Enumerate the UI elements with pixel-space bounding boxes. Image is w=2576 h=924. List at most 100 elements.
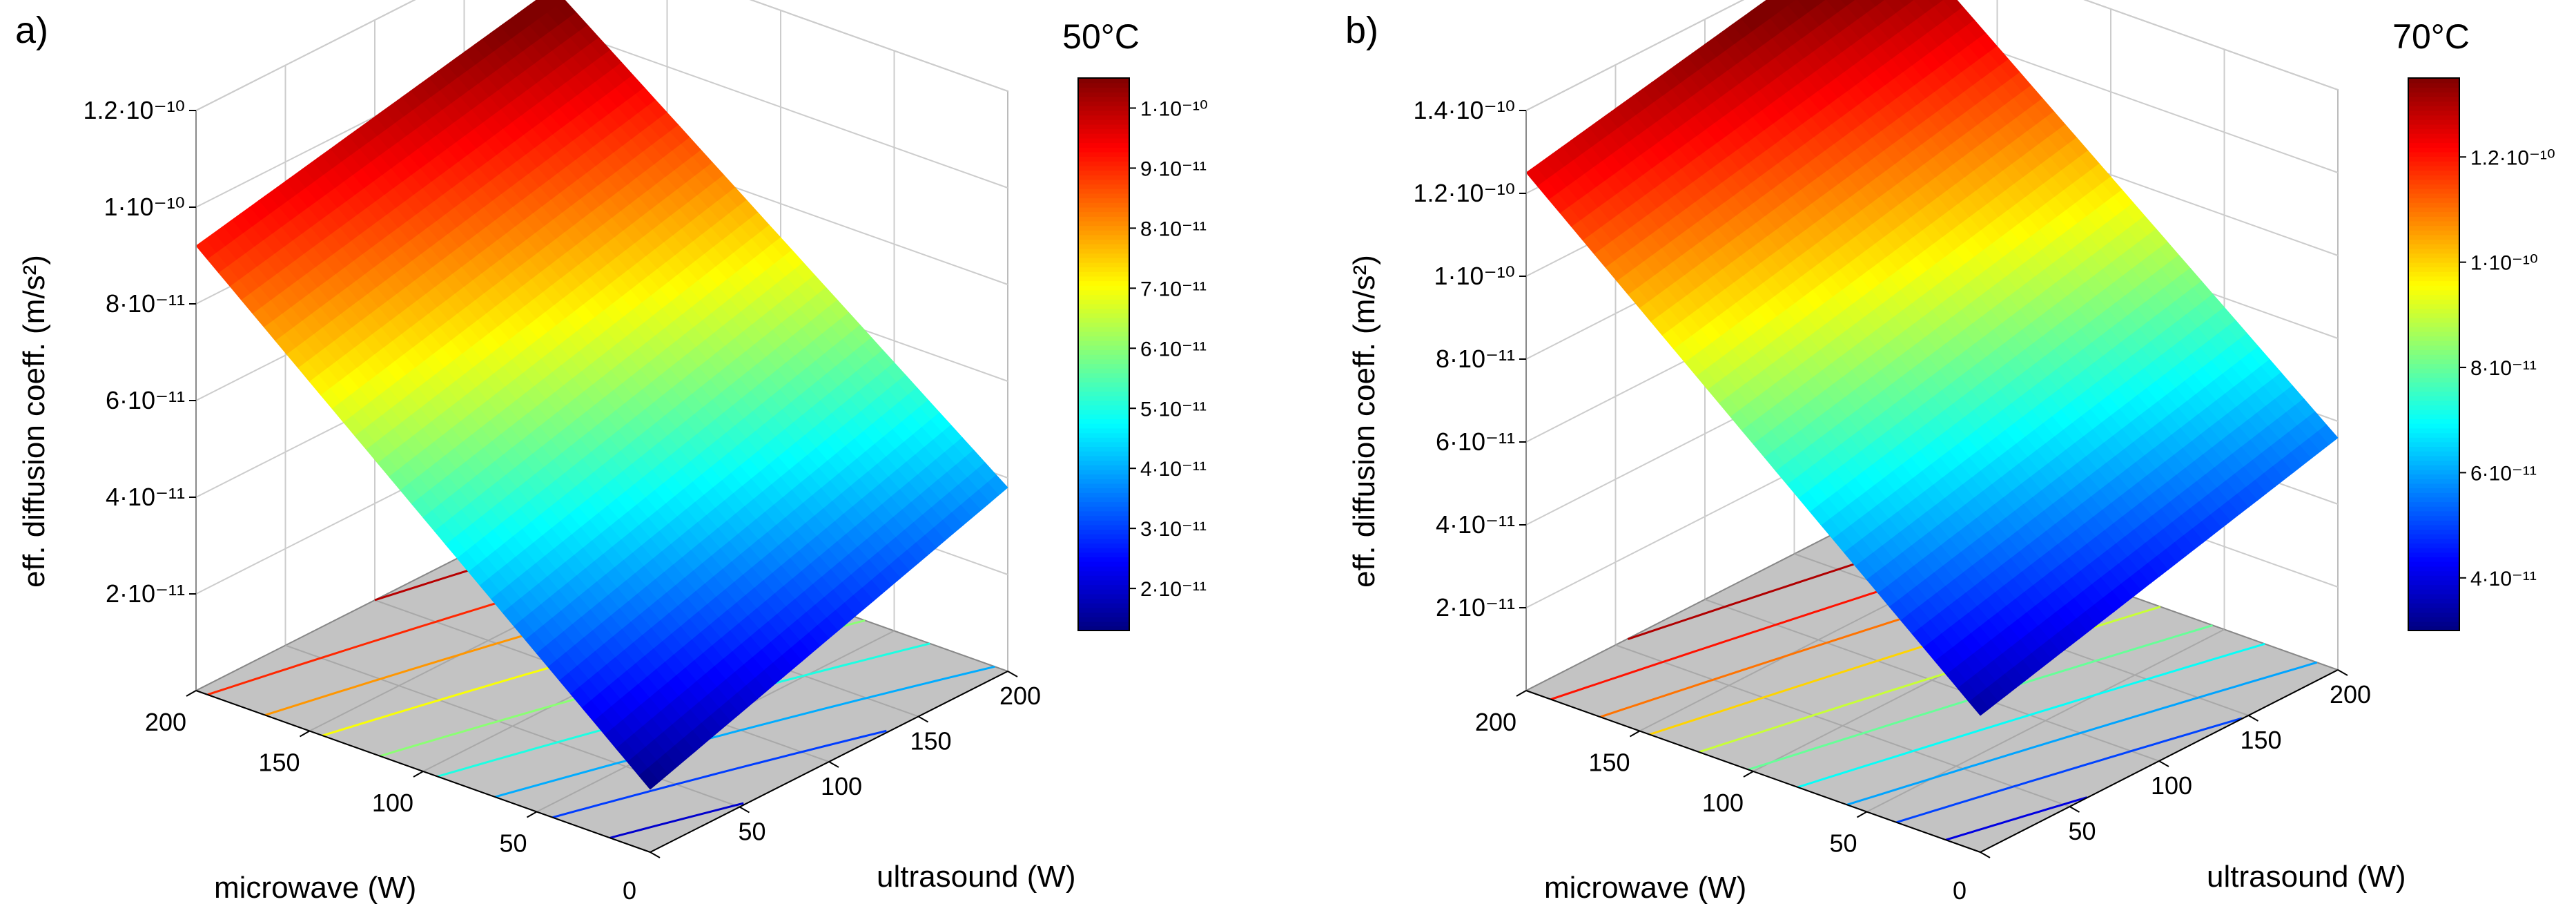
colorbar-segment [1078,147,1129,153]
colorbar-segment [1078,593,1129,599]
colorbar-segment [1078,598,1129,604]
panel-label: b) [1345,10,1378,51]
colorbar-segment [2408,345,2459,351]
colorbar-segment [2408,391,2459,396]
colorbar-tick-label: 9·10⁻¹¹ [1140,157,1207,180]
colorbar-segment [2408,299,2459,305]
colorbar-segment [2408,589,2459,595]
colorbar-segment [2408,317,2459,323]
colorbar-segment [1078,253,1129,258]
surface [195,0,1008,790]
colorbar-segment [1078,501,1129,507]
colorbar-segment [2408,230,2459,235]
z-axis-title: eff. diffusion coeff. (m/s²) [17,255,51,588]
ultrasound-axis-title: ultrasound (W) [877,860,1076,894]
colorbar-segment [1078,465,1129,470]
colorbar-segment [2408,437,2459,443]
colorbar-segment [1078,479,1129,484]
colorbar-segment [1078,220,1129,227]
colorbar-segment [2408,538,2459,544]
z-tick-label: 8·10⁻¹¹ [106,289,185,318]
colorbar-segment [2408,575,2459,581]
colorbar-tick-label: 6·10⁻¹¹ [2470,462,2537,485]
colorbar-segment [2408,340,2459,346]
colorbar-tick-label: 5·10⁻¹¹ [1140,398,1207,421]
ultrasound-tick-label: 50 [738,818,765,846]
microwave-tick-label: 100 [1702,789,1744,817]
colorbar-tick-label: 4·10⁻¹¹ [1140,458,1207,481]
colorbar-segment [1078,579,1129,586]
microwave-tick-mark [1630,730,1640,738]
colorbar-segment [1078,115,1129,120]
colorbar-segment [2408,216,2459,222]
colorbar-segment [1078,299,1129,305]
colorbar-segment [2408,483,2459,489]
colorbar-segment [1078,216,1129,222]
colorbar-segment [1078,193,1129,199]
colorbar-segment [2408,92,2459,97]
ultrasound-tick-label: 200 [2330,680,2371,709]
colorbar-segment [1078,78,1129,84]
colorbar-segment [1078,331,1129,337]
surface-patch [1968,694,1990,716]
ultrasound-tick-label: 0 [1953,876,1967,905]
colorbar-segment [2408,289,2459,296]
colorbar-segment [2408,561,2459,567]
colorbar-segment [1078,575,1129,581]
surface-patch [638,767,660,790]
colorbar-segment [1078,179,1129,185]
ultrasound-tick-mark [828,761,839,768]
z-tick-label: 2·10⁻¹¹ [106,579,185,608]
ultrasound-axis-title: ultrasound (W) [2207,860,2406,894]
colorbar-segment [1078,557,1129,562]
colorbar-segment [2408,179,2459,185]
microwave-tick-label: 50 [499,829,527,858]
colorbar-segment [2408,198,2459,203]
colorbar-segment [1078,506,1129,512]
colorbar-segment [2408,529,2459,535]
colorbar-segment [2408,455,2459,461]
microwave-tick-label: 200 [1475,708,1516,736]
microwave-tick-mark [1743,771,1754,778]
colorbar-segment [1078,529,1129,535]
surface [1525,0,2339,716]
colorbar-segment [2408,617,2459,622]
colorbar-segment [2408,396,2459,401]
colorbar-segment [2408,410,2459,415]
colorbar-segment [2408,584,2459,590]
colorbar-segment [2408,253,2459,258]
colorbar-segment [2408,115,2459,120]
chart-panel-a: 2·10⁻¹¹ 4·10⁻¹¹ 6·10⁻¹¹ 8·10⁻¹¹ 1·10⁻¹⁰ 1.2·1… [15,0,1208,905]
colorbar-segment [2408,285,2459,291]
colorbar-segment [2408,363,2459,369]
colorbar-segment [1078,405,1129,410]
microwave-tick-label: 200 [145,708,186,736]
ultrasound-tick-mark [1007,671,1018,677]
colorbar-segment [2408,280,2459,286]
colorbar-segment [1078,372,1129,378]
colorbar-segment [1078,534,1129,539]
colorbar-segment [2408,244,2459,249]
colorbar-segment [2408,220,2459,227]
colorbar-segment [1078,156,1129,162]
colorbar-segment [2408,579,2459,586]
colorbar-segment [1078,603,1129,608]
colorbar-segment [1078,267,1129,272]
colorbar-segment [2408,497,2459,503]
colorbar-segment [1078,303,1129,309]
colorbar-segment [1078,455,1129,461]
colorbar-segment [1078,271,1129,277]
microwave-tick-mark [186,690,197,697]
colorbar-segment [1078,483,1129,489]
colorbar-segment [1078,189,1129,194]
colorbar-segment [2408,377,2459,383]
colorbar-segment [2408,349,2459,355]
colorbar-segment [1078,101,1129,106]
colorbar-segment [1078,437,1129,443]
floor-contour-line [1846,661,2318,806]
z-tick-label: 4·10⁻¹¹ [1436,510,1515,539]
ultrasound-tick-label: 0 [623,876,636,905]
floor-contour-line [1797,642,2265,789]
wall-gridline [195,0,1008,111]
